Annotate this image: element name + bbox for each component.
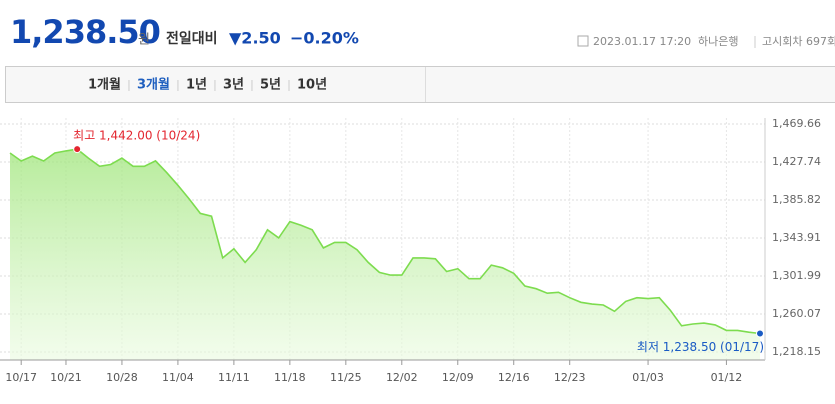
tab[interactable]: 1개월 (88, 77, 121, 93)
x-tick-label: 12/02 (386, 371, 418, 384)
chart: 1,469.66 1,427.74 1,385.82 1,343.91 1,301.99… (0, 117, 821, 384)
x-tick-label: 12/23 (554, 371, 586, 384)
extreme-marker (757, 330, 764, 337)
unit: 원 (138, 33, 150, 48)
tab[interactable]: 5년 (260, 78, 281, 93)
area (10, 149, 760, 360)
y-tick-label: 1,343.91 (772, 231, 821, 244)
annotation: 최저 1,238.50 (01/17) (637, 340, 764, 354)
y-tick-label: 1,385.82 (772, 193, 821, 206)
x-tick-label: 11/04 (162, 371, 194, 384)
y-tick-label: 1,218.15 (772, 345, 821, 358)
change-label: 전일대비 (166, 30, 218, 47)
y-tick-label: 1,469.66 (772, 117, 821, 130)
calendar-icon (578, 36, 588, 46)
x-tick-label: 01/12 (711, 371, 743, 384)
x-tick-label: 11/18 (274, 371, 306, 384)
x-tick-label: 01/03 (632, 371, 664, 384)
x-tick-label: 11/25 (330, 371, 362, 384)
x-tick-label: 10/28 (106, 371, 138, 384)
x-tick-label: 12/16 (498, 371, 530, 384)
tab[interactable]: 1년 (186, 78, 207, 93)
tab-bar (6, 67, 835, 103)
y-tick-label: 1,301.99 (772, 269, 821, 282)
y-tick-label: 1,427.74 (772, 155, 821, 168)
y-tick-label: 1,260.07 (772, 307, 821, 320)
round: 고시회차 697회 (762, 35, 835, 48)
change-pct: −0.20% (290, 29, 359, 48)
extreme-marker (74, 146, 81, 153)
change: ▼2.50 (229, 29, 281, 48)
tab[interactable]: 3개월 (137, 77, 170, 93)
annotation: 최고 1,442.00 (10/24) (73, 129, 200, 143)
x-tick-label: 11/11 (218, 371, 250, 384)
x-tick-label: 10/17 (5, 371, 37, 384)
tab[interactable]: 10년 (297, 78, 327, 93)
bank: 하나은행 (698, 34, 738, 48)
x-tick-label: 10/21 (50, 371, 82, 384)
timestamp: 2023.01.17 17:20 (593, 35, 691, 48)
x-tick-label: 12/09 (442, 371, 474, 384)
tab[interactable]: 3년 (223, 78, 244, 93)
